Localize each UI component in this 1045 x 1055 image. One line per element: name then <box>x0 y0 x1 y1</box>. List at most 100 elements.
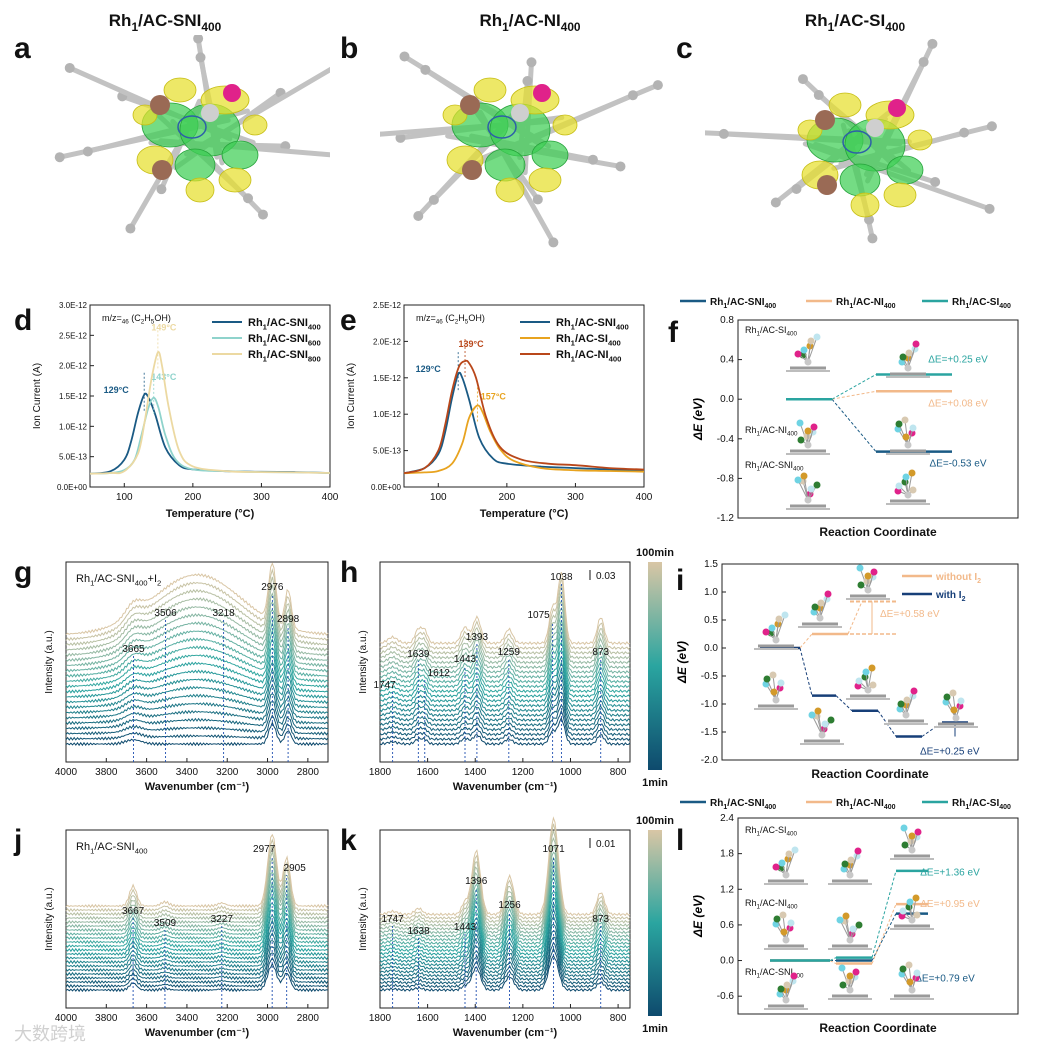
carbon-atom <box>718 128 729 139</box>
atom <box>777 679 785 687</box>
peak-label: 3665 <box>122 644 145 655</box>
legend-label: Rh1/AC-SNI400 <box>710 297 776 310</box>
ir-spectrum-line <box>379 891 631 957</box>
atom <box>800 472 808 480</box>
atom <box>905 349 913 357</box>
carbon-atom <box>927 38 938 49</box>
atom <box>794 350 802 358</box>
ir-spectrum-line <box>65 924 329 969</box>
panel-c <box>705 38 997 244</box>
panel-title-b: Rh1/AC-NI400 <box>479 11 580 34</box>
atom <box>839 981 847 989</box>
atom <box>895 420 903 428</box>
y-axis-label: Ion Current (A) <box>346 363 357 429</box>
ir-spectrum-line <box>379 649 631 699</box>
bond <box>903 827 913 851</box>
peak-label: 1747 <box>373 680 396 691</box>
panel-letter-a: a <box>14 32 31 65</box>
ir-spectrum-line <box>65 592 329 657</box>
rh-atom <box>904 491 912 499</box>
panel-i-frame <box>721 563 1019 761</box>
rh-atom <box>864 586 872 594</box>
atom <box>909 424 917 432</box>
s-atom <box>817 175 837 195</box>
y-axis-label: Intensity (a.u.) <box>44 630 55 693</box>
ir-spectrum-line <box>65 845 329 917</box>
carbon-atom <box>193 35 204 44</box>
peak-label: 157°C <box>481 391 507 401</box>
carbon-atom <box>82 146 93 157</box>
ir-spectrum-line <box>65 608 329 668</box>
legend-label: Rh1/AC-NI400 <box>836 297 896 310</box>
carbon-atom <box>257 209 268 220</box>
adsorbate-model <box>886 416 930 455</box>
x-tick-label: 3800 <box>95 1013 118 1024</box>
atom <box>836 916 844 924</box>
x-tick-label: 100 <box>430 492 447 503</box>
x-tick-label: 1800 <box>369 767 392 778</box>
legend-label: Rh1/AC-SI400 <box>952 297 1011 310</box>
ir-spectrum-line <box>379 661 631 708</box>
y-tick-label: 1.2 <box>720 884 734 895</box>
ir-spectrum-line <box>65 962 329 993</box>
bond <box>898 423 909 446</box>
atom <box>824 590 832 598</box>
ir-spectrum-line <box>65 871 329 933</box>
bond <box>766 678 777 701</box>
adsorbate-model <box>890 961 934 1000</box>
rh-atom <box>908 916 916 924</box>
carbon-atom <box>770 197 781 208</box>
panel-letter-i: i <box>676 564 684 597</box>
s-atom <box>152 160 172 180</box>
legend-label: with I2 <box>935 590 966 603</box>
colorbar-bottom-label: 1min <box>642 1023 668 1035</box>
scale-bar-label: 0.01 <box>596 839 616 850</box>
panel-letter-e: e <box>340 304 357 337</box>
ir-spectrum-line <box>379 612 630 675</box>
bond <box>907 343 917 369</box>
bond <box>902 968 913 991</box>
atom <box>868 664 876 672</box>
delta-e-label: ΔE=+1.36 eV <box>920 868 980 879</box>
adsorbate-model <box>886 469 930 505</box>
carbon-atom <box>615 161 626 172</box>
legend-label: without I2 <box>935 572 981 585</box>
y-axis-label: Ion Current (A) <box>32 363 43 429</box>
peak-label: 3667 <box>122 906 145 917</box>
delta-e-label: ΔE=+0.25 eV <box>920 747 980 758</box>
bond <box>911 897 917 921</box>
ir-spectrum-line <box>65 721 329 747</box>
x-tick-label: 1400 <box>464 1013 487 1024</box>
x-tick-label: 300 <box>253 492 270 503</box>
atom <box>950 706 958 714</box>
atom <box>899 965 907 973</box>
rh-atom <box>782 996 790 1004</box>
ir-spectrum-line <box>379 641 631 694</box>
bond <box>803 475 809 501</box>
legend-label: Rh1/AC-SI400 <box>556 333 621 347</box>
panel-l-frame <box>737 817 1019 1015</box>
ir-spectrum-line <box>379 571 631 646</box>
rh-atom <box>816 614 824 622</box>
atom <box>855 677 863 685</box>
y-tick-label: -1.5 <box>701 727 719 738</box>
connector <box>799 647 813 696</box>
atom <box>821 720 829 728</box>
ir-spectrum-line <box>379 816 631 917</box>
legend-label: Rh1/AC-NI400 <box>556 349 621 363</box>
isosurface-lobe <box>883 182 917 208</box>
atom <box>899 353 907 361</box>
rh-atom <box>846 936 854 944</box>
x-tick-label: 400 <box>322 492 339 503</box>
isosurface-lobe <box>495 177 525 203</box>
atom <box>957 697 965 705</box>
y-axis-label: ΔE (eV) <box>691 895 705 938</box>
peak-label: 3509 <box>154 918 177 929</box>
peak-label: 1638 <box>407 926 430 937</box>
ir-spectrum-line <box>65 637 329 689</box>
rh-atom <box>201 104 219 122</box>
isosurface-lobe <box>221 140 259 170</box>
adsorbate-model <box>846 664 890 700</box>
peak-label: 3218 <box>212 608 235 619</box>
carbon-atom <box>548 237 559 248</box>
